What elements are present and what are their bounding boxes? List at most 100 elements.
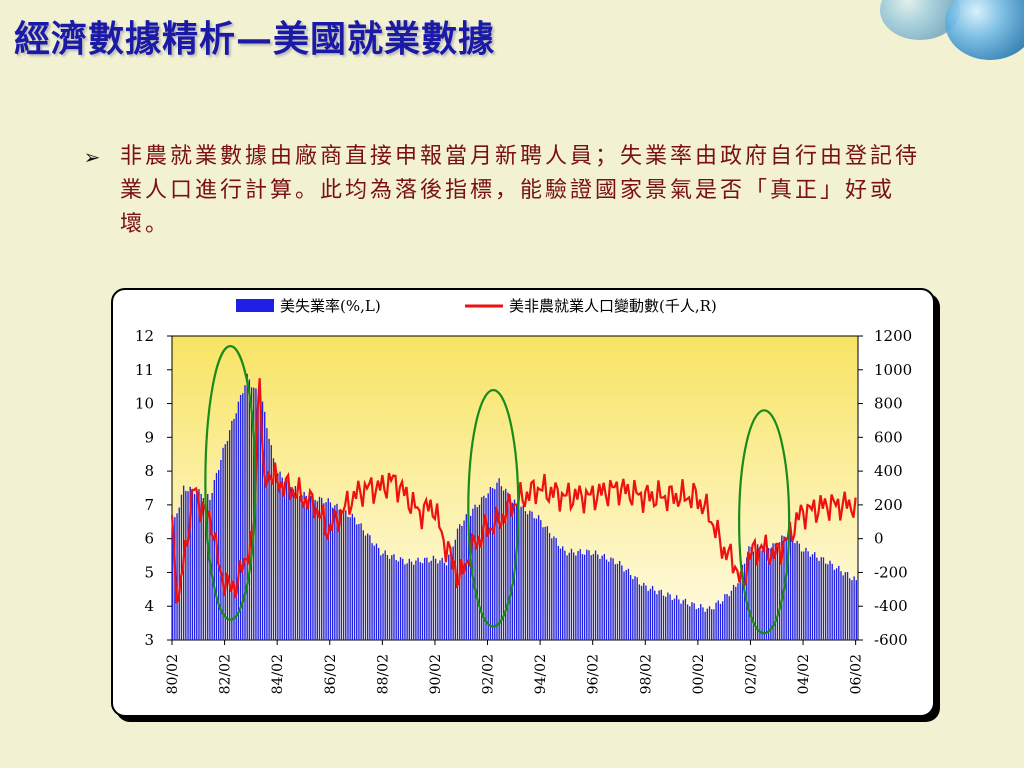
y-left-tick-label: 9 <box>144 428 154 446</box>
unemployment-bar <box>261 401 264 640</box>
unemployment-bar <box>474 504 476 640</box>
unemployment-bar <box>728 596 730 640</box>
unemployment-bar <box>211 493 213 640</box>
unemployment-bar <box>835 568 838 640</box>
unemployment-bar <box>765 543 768 640</box>
unemployment-bar <box>632 579 634 640</box>
unemployment-bar <box>711 609 713 640</box>
unemployment-bar <box>822 557 825 640</box>
unemployment-bar <box>713 609 715 640</box>
unemployment-bar <box>546 526 549 640</box>
unemployment-bar <box>334 505 336 640</box>
unemployment-bar <box>198 489 200 640</box>
unemployment-bar <box>570 548 573 640</box>
unemployment-bar <box>689 606 691 640</box>
unemployment-bar <box>428 562 430 640</box>
unemployment-bar <box>524 511 527 640</box>
unemployment-bar <box>204 494 207 640</box>
unemployment-bar <box>759 547 761 640</box>
unemployment-bar <box>509 500 511 640</box>
unemployment-bar <box>621 565 623 640</box>
unemployment-bar <box>562 546 564 640</box>
x-tick-label: 04/02 <box>796 654 812 694</box>
unemployment-bar <box>616 563 619 640</box>
unemployment-bar <box>494 489 496 640</box>
unemployment-bar <box>535 518 538 640</box>
unemployment-bar <box>553 536 555 640</box>
unemployment-bar <box>220 460 222 640</box>
unemployment-bar <box>437 563 439 640</box>
unemployment-bar <box>785 537 787 640</box>
y-right-tick-label: 800 <box>874 395 903 413</box>
unemployment-bar <box>684 598 687 640</box>
unemployment-bar <box>507 492 509 640</box>
unemployment-bar <box>465 514 467 640</box>
unemployment-bar <box>226 440 229 640</box>
unemployment-bar <box>423 557 426 640</box>
unemployment-bar <box>207 493 209 640</box>
unemployment-bar <box>448 554 450 640</box>
unemployment-bar <box>572 552 575 640</box>
unemployment-bar <box>818 560 820 640</box>
highlight-ellipse <box>738 409 791 635</box>
unemployment-bar <box>202 497 205 640</box>
x-tick-label: 92/02 <box>481 654 497 694</box>
unemployment-bar <box>307 499 310 640</box>
unemployment-bar <box>189 486 191 640</box>
unemployment-bar <box>500 486 503 640</box>
y-right-tick-label: 0 <box>874 530 884 548</box>
unemployment-bar <box>452 546 454 640</box>
unemployment-bar <box>281 477 283 640</box>
x-tick-label: 02/02 <box>743 654 759 694</box>
unemployment-bar <box>568 552 570 640</box>
unemployment-bar <box>329 502 332 640</box>
unemployment-bar <box>748 546 750 640</box>
unemployment-bar <box>264 411 266 640</box>
unemployment-bar <box>483 495 485 640</box>
unemployment-bar <box>566 555 568 640</box>
unemployment-bar <box>846 572 849 640</box>
unemployment-bar <box>369 535 371 640</box>
unemployment-bar <box>200 493 202 640</box>
unemployment-bar <box>454 539 457 640</box>
unemployment-bar <box>235 413 237 640</box>
unemployment-bar <box>439 560 441 640</box>
unemployment-bar <box>406 563 408 640</box>
arrow-bullet-icon: ➢ <box>83 145 101 169</box>
unemployment-bar <box>402 558 404 640</box>
unemployment-bar <box>487 493 489 640</box>
chart: 3 4 5 6 7 8 9 10 11 12 -600 -400 -200 0 200 400 600 800 10… <box>135 297 912 694</box>
unemployment-bar <box>794 543 796 640</box>
x-tick-label: 84/02 <box>270 654 286 694</box>
unemployment-bar <box>294 486 297 640</box>
unemployment-bar <box>623 571 625 640</box>
unemployment-bar <box>551 538 553 640</box>
unemployment-bar <box>678 599 680 640</box>
unemployment-bar <box>739 572 741 640</box>
unemployment-bar <box>577 551 579 640</box>
unemployment-bar <box>667 592 669 640</box>
unemployment-bar <box>502 490 505 640</box>
unemployment-bar <box>290 486 292 640</box>
unemployment-bar <box>605 559 608 640</box>
unemployment-bar <box>178 507 180 640</box>
highlight-ellipse <box>467 388 520 628</box>
unemployment-bar <box>426 557 428 640</box>
unemployment-bar <box>496 482 498 640</box>
unemployment-bar <box>327 498 329 640</box>
unemployment-bar <box>209 500 211 640</box>
unemployment-bar <box>303 491 305 640</box>
unemployment-bar <box>581 554 584 640</box>
unemployment-bar <box>706 608 708 640</box>
unemployment-bar <box>222 447 224 640</box>
unemployment-bar <box>445 565 448 640</box>
unemployment-bar <box>853 576 855 640</box>
unemployment-bar <box>463 520 465 640</box>
unemployment-bar <box>382 553 384 640</box>
unemployment-bar <box>323 503 325 640</box>
unemployment-bar <box>557 545 559 640</box>
unemployment-bar <box>627 568 630 640</box>
unemployment-bar <box>395 560 397 640</box>
unemployment-bar <box>682 600 684 640</box>
unemployment-bar <box>752 551 755 640</box>
